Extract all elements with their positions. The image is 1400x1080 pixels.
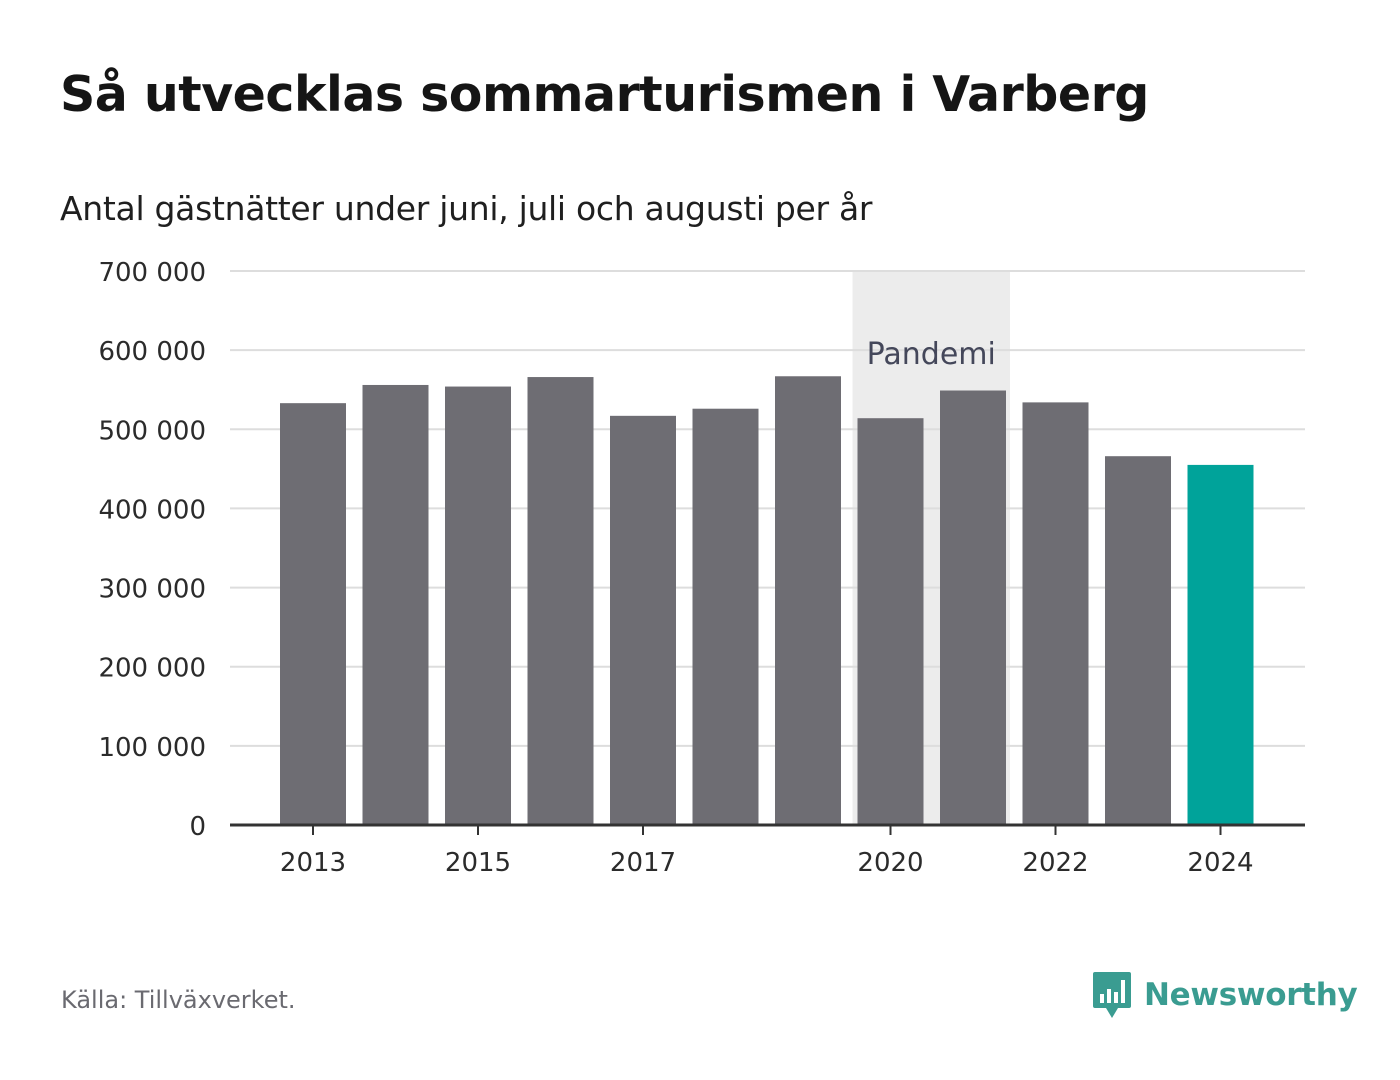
x-tick-label: 2022: [1022, 848, 1088, 878]
bar-2020: [857, 418, 924, 825]
y-tick-label: 600 000: [98, 337, 206, 367]
bar-2021: [940, 390, 1006, 825]
bar-2023: [1105, 456, 1171, 825]
bar-2019: [775, 376, 841, 825]
source-note: Källa: Tillväxverket.: [61, 986, 296, 1014]
x-tick-label: 2013: [280, 848, 346, 878]
bar-2022: [1022, 402, 1089, 825]
y-tick-label: 400 000: [98, 495, 206, 525]
y-tick-label: 200 000: [98, 654, 206, 684]
bar-2014: [362, 384, 429, 825]
bar-2024: [1187, 464, 1254, 825]
bar-2016: [527, 377, 594, 825]
brand-logo: Newsworthy: [1092, 970, 1358, 1020]
bar-2013: [280, 403, 346, 825]
x-tick-label: 2015: [445, 848, 511, 878]
pandemic-label: Pandemi: [867, 337, 996, 372]
y-tick-label: 700 000: [98, 258, 206, 288]
chart-subtitle: Antal gästnätter under juni, juli och au…: [60, 189, 873, 228]
bar-2017: [610, 415, 676, 825]
bar-2018: [692, 408, 759, 825]
y-tick-label: 500 000: [98, 416, 206, 446]
x-tick-label: 2017: [610, 848, 676, 878]
chart-title: Så utvecklas sommarturismen i Varberg: [60, 66, 1149, 123]
brand-name: Newsworthy: [1144, 977, 1358, 1013]
x-tick-label: 2020: [857, 848, 923, 878]
y-tick-label: 100 000: [98, 733, 206, 763]
bar-2015: [445, 386, 511, 825]
y-tick-label: 300 000: [98, 575, 206, 605]
x-tick-label: 2024: [1187, 848, 1253, 878]
newsworthy-logo-icon: [1093, 972, 1131, 1018]
y-tick-label: 0: [189, 812, 206, 842]
